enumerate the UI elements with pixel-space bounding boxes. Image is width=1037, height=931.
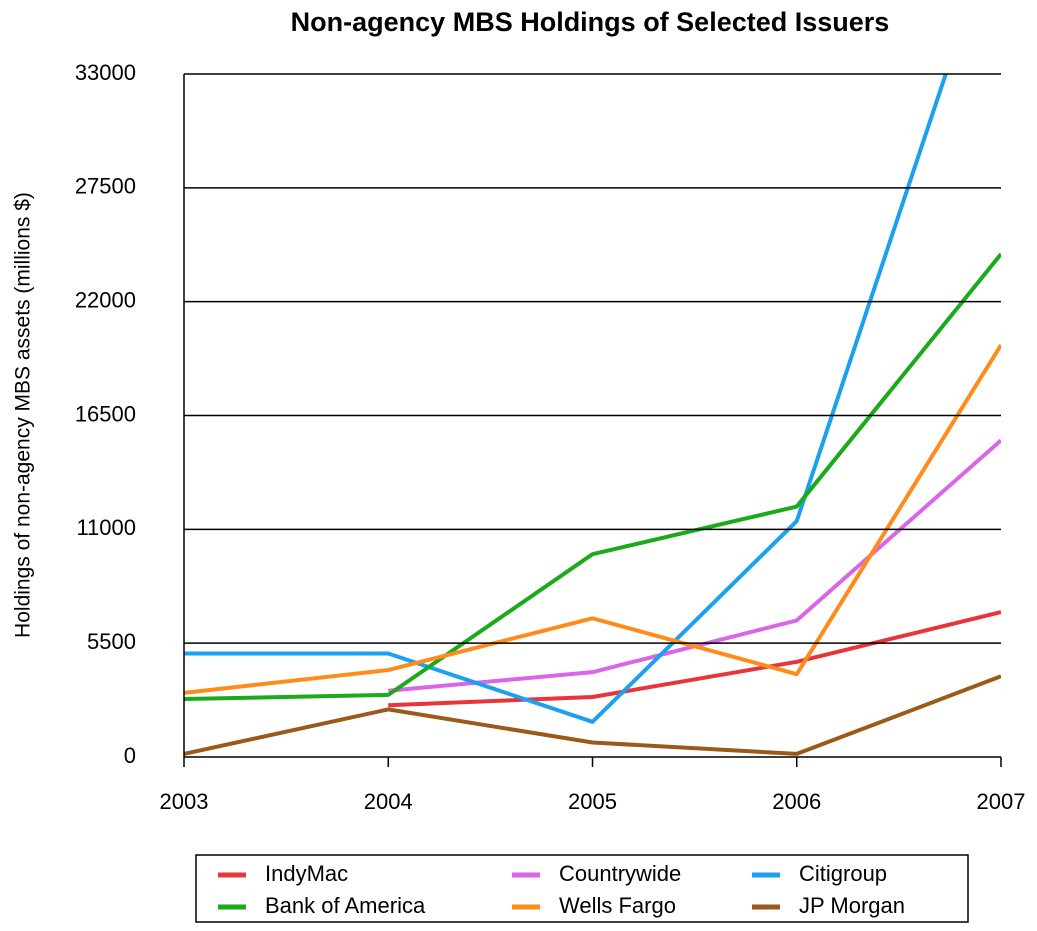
series-line [388,438,1001,693]
y-tick-label: 27500 [75,174,136,199]
x-tick-label: 2003 [160,789,209,814]
chart-title: Non-agency MBS Holdings of Selected Issu… [291,7,890,37]
x-tick-label: 2006 [772,789,821,814]
legend-label: Countrywide [559,861,681,886]
legend-box [195,854,969,923]
series-line [184,74,948,724]
y-tick-label: 5500 [87,629,136,654]
legend-label: IndyMac [265,861,348,886]
legend-label: Citigroup [799,861,887,886]
series-line [184,674,1001,756]
y-axis-label: Holdings of non-agency MBS assets (milli… [12,192,35,638]
plot-lines [184,74,1001,756]
y-tick-label: 16500 [75,401,136,426]
x-tick-label: 2007 [977,789,1026,814]
legend-label: Bank of America [265,893,426,918]
x-tick-label: 2004 [364,789,413,814]
series-line [388,610,1001,708]
y-tick-label: 0 [124,743,136,768]
legend-label: JP Morgan [799,893,905,918]
legend-label: Wells Fargo [559,893,676,918]
y-tick-label: 22000 [75,287,136,312]
series-line [184,252,1001,702]
x-tick-label: 2005 [568,789,617,814]
y-tick-label: 33000 [75,60,136,85]
y-tick-label: 11000 [76,515,136,540]
series-line [184,344,1001,695]
